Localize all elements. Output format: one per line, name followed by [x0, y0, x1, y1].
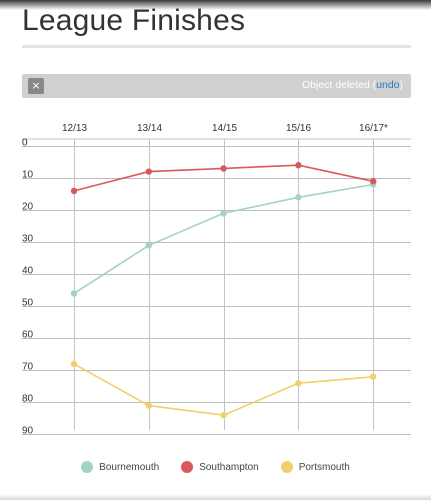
- legend-swatch: [181, 461, 194, 473]
- legend-label: Bournemouth: [99, 461, 160, 473]
- x-axis-ticks: 12/13 13/14 14/15 15/16 16/17*: [62, 123, 388, 134]
- legend-item-southampton[interactable]: Southampton: [181, 461, 259, 473]
- undo-toast: × Object deleted (undo): [22, 74, 411, 98]
- title-divider: [22, 45, 411, 48]
- data-point-southampton[interactable]: [370, 178, 377, 185]
- data-point-southampton[interactable]: [295, 162, 302, 169]
- series-line-portsmouth: [73, 363, 374, 417]
- data-point-bournemouth[interactable]: [70, 290, 78, 297]
- data-point-bournemouth[interactable]: [295, 194, 302, 201]
- data-point-portsmouth[interactable]: [370, 373, 377, 380]
- x-tick-label: 12/13: [62, 123, 87, 134]
- x-gridlines: [74, 139, 374, 430]
- toast-message-end: ): [399, 79, 404, 91]
- undo-link[interactable]: undo: [376, 79, 400, 91]
- y-tick-label: 0: [22, 138, 28, 149]
- y-tick-label: 20: [22, 202, 34, 213]
- data-point-portsmouth[interactable]: [220, 412, 227, 419]
- x-tick-label: 15/16: [286, 123, 311, 134]
- data-point-bournemouth[interactable]: [220, 210, 227, 217]
- x-tick-label: 13/14: [137, 123, 162, 134]
- y-gridlines: [22, 138, 411, 435]
- top-shadow: [0, 0, 431, 10]
- y-tick-label: 40: [22, 266, 34, 277]
- y-axis-ticks: 0 10 20 30 40 50 60 70 80 90: [22, 138, 34, 437]
- data-point-portsmouth[interactable]: [145, 402, 152, 409]
- y-tick-label: 90: [22, 426, 34, 437]
- data-point-portsmouth[interactable]: [70, 360, 78, 368]
- toast-message: Object deleted (undo): [302, 79, 403, 91]
- x-tick-label: 14/15: [212, 123, 237, 134]
- data-point-southampton[interactable]: [220, 165, 227, 172]
- legend-label: Southampton: [199, 461, 259, 473]
- legend-swatch: [280, 461, 293, 473]
- y-tick-label: 70: [22, 362, 34, 373]
- legend-item-bournemouth[interactable]: Bournemouth: [81, 461, 159, 473]
- y-tick-label: 60: [22, 330, 34, 341]
- series-line-bournemouth: [73, 183, 374, 295]
- toast-close-button[interactable]: ×: [28, 78, 44, 94]
- legend-swatch: [81, 461, 94, 473]
- y-tick-label: 80: [22, 394, 34, 405]
- data-point-southampton[interactable]: [70, 187, 78, 195]
- data-point-portsmouth[interactable]: [295, 379, 302, 387]
- chart-legend: Bournemouth Southampton Portsmouth: [0, 461, 431, 473]
- legend-item-portsmouth[interactable]: Portsmouth: [280, 461, 350, 473]
- y-tick-label: 50: [22, 298, 34, 309]
- data-point-bournemouth[interactable]: [145, 242, 152, 249]
- bottom-shadow: [0, 494, 431, 500]
- y-tick-label: 30: [22, 234, 34, 245]
- toast-message-text: Object deleted (: [302, 79, 377, 91]
- legend-label: Portsmouth: [298, 461, 350, 473]
- x-tick-label: 16/17*: [359, 123, 388, 134]
- y-tick-label: 10: [22, 170, 34, 181]
- data-point-southampton[interactable]: [145, 168, 152, 175]
- page-title: League Finishes: [22, 4, 246, 37]
- series-lines: [70, 162, 377, 419]
